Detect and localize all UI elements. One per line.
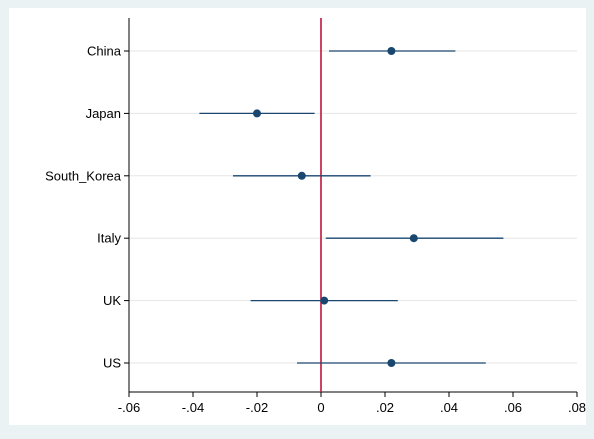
x-tick-label-4: .02: [376, 400, 394, 415]
y-tick-label-uk: UK: [103, 293, 121, 308]
marks-layer: [199, 47, 504, 367]
point-estimate-uk: [320, 296, 329, 305]
x-tick-label-7: .08: [568, 400, 586, 415]
y-tick-label-us: US: [103, 356, 121, 371]
point-estimate-japan: [253, 109, 261, 118]
x-tick-label-0: -.06: [118, 400, 140, 415]
y-tick-label-china: China: [87, 44, 122, 59]
y-tick-label-south_korea: South_Korea: [45, 168, 122, 183]
point-estimate-south_korea: [297, 171, 306, 180]
axis-layer: China Japan South_Korea Italy UK US -.06 -.04 -.…: [45, 18, 586, 415]
x-tick-label-3: 0: [317, 400, 324, 415]
plot-area: [9, 8, 586, 425]
x-tick-label-6: .06: [504, 400, 522, 415]
point-estimate-italy: [409, 234, 418, 243]
x-tick-label-1: -.04: [182, 400, 204, 415]
x-tick-label-2: -.02: [246, 400, 268, 415]
point-estimate-china: [387, 47, 396, 55]
y-tick-label-japan: Japan: [86, 106, 121, 121]
y-tick-label-italy: Italy: [97, 231, 121, 246]
x-tick-label-5: .04: [440, 400, 458, 415]
point-estimate-us: [387, 359, 396, 367]
